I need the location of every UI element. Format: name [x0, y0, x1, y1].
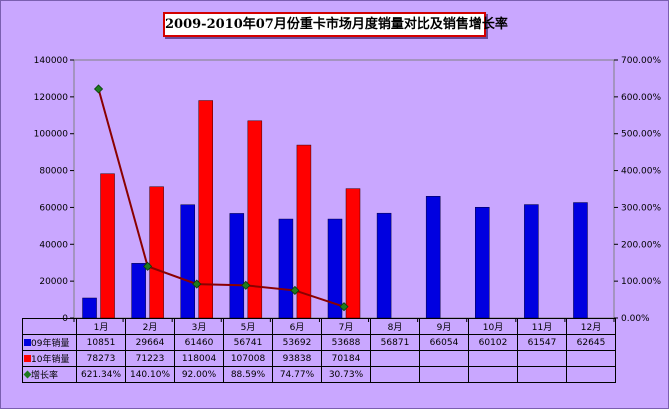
data-label: 78273: [76, 350, 126, 367]
x-category-label: 6月: [272, 318, 322, 335]
data-label: [566, 350, 616, 367]
data-label: [419, 366, 469, 383]
bar-2009: [573, 202, 588, 319]
x-category-label: 8月: [370, 318, 420, 335]
table-header-row: 1月 2月 3月 5月 6月 7月 8月 9月 10月 11月 12月: [22, 318, 616, 335]
x-category-label: 11月: [517, 318, 567, 335]
bar-2010: [247, 120, 263, 319]
data-label: 60102: [468, 334, 518, 351]
data-label: 53692: [272, 334, 322, 351]
growth-line: [97, 88, 345, 308]
bar-2010: [198, 100, 213, 319]
bar-2009: [82, 297, 97, 319]
data-label: 92.00%: [174, 366, 224, 383]
data-label: 621.34%: [76, 366, 126, 383]
y-left-tick-label: 100000: [34, 130, 69, 140]
bar-2010: [149, 186, 164, 319]
legend-label: 10年销量: [31, 355, 70, 365]
data-label: [370, 350, 420, 367]
table-row: 增长率 621.34% 140.10% 92.00% 88.59% 74.77% 30.73…: [22, 366, 616, 383]
x-category-label: 7月: [321, 318, 371, 335]
data-label: 53688: [321, 334, 371, 351]
legend-entry: 增长率: [22, 366, 77, 383]
growth-marker: [339, 302, 349, 312]
y-right-tick-label: 400.00%: [621, 167, 661, 177]
y-right-tick-label: 100.00%: [621, 277, 661, 287]
legend-entry: 10年销量: [22, 350, 77, 367]
data-label: [517, 350, 567, 367]
bar-2010: [100, 173, 115, 319]
growth-marker: [290, 285, 300, 296]
data-label: 61460: [174, 334, 224, 351]
table-row: 09年销量 10851 29664 61460 56741 53692 53688 56871…: [22, 334, 616, 351]
y-left-tick-label: 20000: [39, 277, 68, 287]
legend-label: 09年销量: [31, 339, 70, 349]
data-label: [468, 366, 518, 383]
y-left-tick-label: 60000: [39, 203, 68, 213]
data-label: 140.10%: [125, 366, 175, 383]
data-label: [517, 366, 567, 383]
bar-2010: [345, 188, 361, 319]
growth-marker: [143, 261, 153, 271]
x-category-label: 3月: [174, 318, 224, 335]
legend-key-swatch: [24, 355, 31, 362]
bar-2009: [131, 263, 146, 319]
x-category-label: 12月: [566, 318, 616, 335]
bar-2009: [425, 196, 441, 319]
y-right-tick-label: 200.00%: [621, 240, 661, 250]
growth-marker: [241, 280, 251, 290]
data-label: 107008: [223, 350, 273, 367]
chart-title: 2009-2010年07月份重卡市场月度销量对比及销售增长率: [163, 12, 508, 37]
data-label: 118004: [174, 350, 224, 367]
x-category-label: 9月: [419, 318, 469, 335]
x-category-label: 5月: [223, 318, 273, 335]
data-label: 56871: [370, 334, 420, 351]
data-label: 74.77%: [272, 366, 322, 383]
data-label: 71223: [125, 350, 175, 367]
data-label: 10851: [76, 334, 126, 351]
x-category-label: 10月: [468, 318, 518, 335]
data-label: 66054: [419, 334, 469, 351]
data-label: 30.73%: [321, 366, 371, 383]
table-row: 10年销量 78273 71223 118004 107008 93838 70184: [22, 350, 616, 367]
data-label: [419, 350, 469, 367]
data-label: [468, 350, 518, 367]
y-left-tick-label: 80000: [39, 167, 68, 177]
y-right-tick-label: 700.00%: [621, 56, 661, 66]
bar-2009: [524, 204, 539, 319]
data-label: 70184: [321, 350, 371, 367]
data-label: [370, 366, 420, 383]
x-category-label: 2月: [125, 318, 175, 335]
legend-key-swatch: [24, 339, 31, 346]
data-label: 29664: [125, 334, 175, 351]
data-label: [566, 366, 616, 383]
legend-label: 增长率: [31, 371, 59, 381]
bar-2009: [229, 213, 245, 319]
data-label: 56741: [223, 334, 273, 351]
x-category-label: 1月: [76, 318, 126, 335]
growth-marker: [192, 279, 202, 289]
bar-2009: [180, 204, 195, 319]
data-label: 62645: [566, 334, 616, 351]
y-right-tick-label: 300.00%: [621, 203, 661, 213]
data-label: 93838: [272, 350, 322, 367]
y-right-tick-label: 600.00%: [621, 93, 661, 103]
y-left-tick-label: 120000: [34, 93, 69, 103]
bar-2009: [278, 218, 294, 319]
data-label: 88.59%: [223, 366, 273, 383]
y-left-tick-label: 140000: [34, 56, 69, 66]
y-right-tick-label: 0.00%: [621, 314, 650, 324]
bar-2009: [376, 212, 392, 319]
y-right-tick-label: 500.00%: [621, 130, 661, 140]
data-label: 61547: [517, 334, 567, 351]
bar-2009: [475, 206, 490, 319]
table-corner-cell: [22, 318, 77, 335]
data-table: 1月 2月 3月 5月 6月 7月 8月 9月 10月 11月 12月 09年销量 10851 29664…: [22, 318, 616, 383]
legend-entry: 09年销量: [22, 334, 77, 351]
growth-marker: [93, 84, 104, 94]
y-left-tick-label: 40000: [39, 240, 68, 250]
